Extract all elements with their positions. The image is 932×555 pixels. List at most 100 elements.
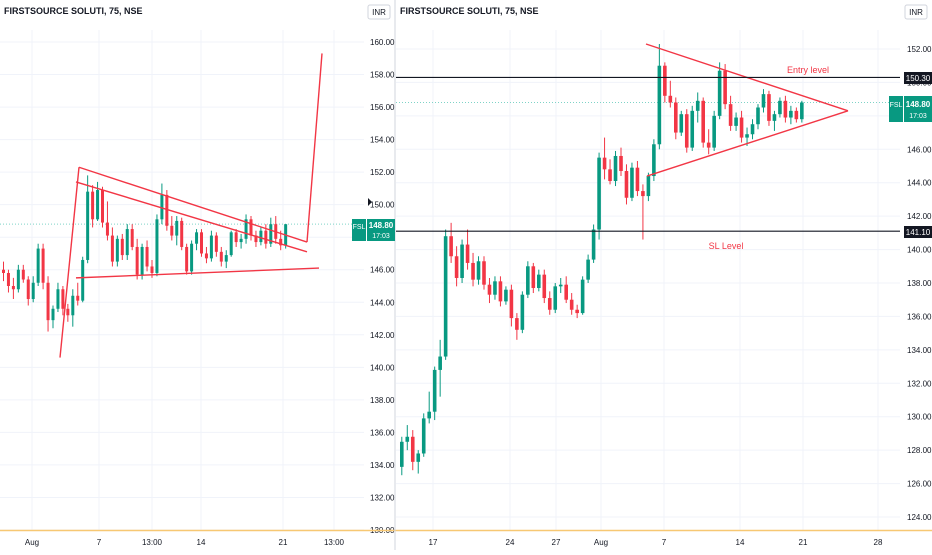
left-axis-marker-icon[interactable]	[368, 198, 372, 206]
left-currency-button[interactable]	[367, 4, 391, 20]
entry-level-annotation: Entry level	[787, 65, 829, 75]
candle-body	[674, 102, 678, 133]
candle-body	[249, 219, 253, 236]
candle-body	[244, 219, 248, 239]
candle-body	[115, 238, 119, 262]
candle-body	[717, 70, 722, 116]
right-symbol-label: FSL	[890, 102, 903, 109]
candle-body	[575, 309, 579, 314]
candle-body	[783, 100, 788, 118]
candle-body	[31, 282, 35, 300]
right-last-price: 148.80	[906, 100, 931, 109]
candle-body	[794, 110, 799, 120]
y-tick-label: 134.00	[907, 346, 932, 355]
x-tick-label: 13:00	[324, 538, 345, 547]
y-tick-label: 136.00	[907, 312, 932, 321]
candle-body	[71, 295, 75, 316]
candle-body	[547, 298, 552, 310]
candle-body	[460, 244, 464, 278]
y-tick-label: 158.00	[370, 71, 395, 80]
candle-body	[2, 269, 5, 273]
candle-body	[690, 110, 695, 148]
right-chart-title: FIRSTSOURCE SOLUTI, 75, NSE	[400, 6, 539, 16]
candle-body	[778, 100, 782, 115]
candle-body	[46, 282, 50, 321]
candle-body	[279, 238, 283, 246]
candle-body	[16, 269, 20, 290]
candle-body	[125, 229, 129, 256]
entry-level-price: 150.30	[906, 74, 931, 83]
y-tick-label: 152.00	[370, 168, 395, 177]
sl-level-badge	[904, 226, 932, 238]
candle-body	[239, 238, 243, 243]
candle-body	[734, 117, 738, 126]
y-tick-label: 138.00	[370, 396, 395, 405]
candle-body	[140, 246, 144, 275]
candle-body	[767, 94, 771, 121]
left-countdown: 17:03	[372, 233, 390, 240]
triangle-lower-line[interactable]	[646, 110, 849, 177]
candle-body	[657, 65, 662, 145]
candle-body	[487, 284, 492, 295]
x-tick-label: 14	[197, 538, 206, 547]
candle-body	[580, 279, 585, 314]
y-tick-label: 136.00	[370, 428, 395, 437]
left-chart-title: FIRSTSOURCE SOLUTI, 75, NSE	[4, 6, 143, 16]
entry-level-badge	[904, 72, 932, 84]
candle-body	[101, 190, 104, 223]
left-last-price: 148.80	[369, 221, 394, 230]
right-countdown: 17:03	[909, 113, 927, 120]
candle-body	[150, 266, 154, 273]
candle-body	[663, 65, 667, 96]
candle-body	[504, 289, 508, 302]
candle-body	[416, 453, 421, 462]
x-tick-label: Aug	[594, 538, 608, 547]
candle-body	[269, 224, 273, 244]
y-tick-label: 146.00	[907, 145, 932, 154]
pennant-lower-line[interactable]	[75, 267, 320, 279]
candle-body	[145, 246, 149, 267]
candle-body	[750, 124, 755, 135]
candle-body	[6, 272, 10, 286]
candle-body	[641, 191, 645, 197]
flagpole-line[interactable]	[59, 167, 80, 358]
candle-body	[410, 436, 415, 462]
candle-body	[739, 117, 744, 138]
x-tick-label: 21	[279, 538, 288, 547]
candle-body	[630, 167, 634, 198]
left-last-price-badge	[367, 219, 395, 241]
candle-body	[712, 115, 716, 148]
candle-body	[421, 418, 426, 454]
projection-line[interactable]	[306, 53, 323, 243]
right-candles	[400, 43, 804, 476]
candle-body	[679, 114, 684, 133]
candle-body	[254, 235, 258, 243]
candle-body	[564, 284, 568, 300]
candle-body	[526, 266, 530, 295]
candle-body	[635, 167, 640, 192]
pennant-inner-line[interactable]	[75, 181, 308, 253]
candle-body	[229, 232, 233, 256]
left-axis: 160.00 158.00 156.00 154.00 152.00 150.00 148.…	[0, 38, 396, 547]
candle-body	[427, 411, 431, 419]
candle-body	[81, 259, 85, 301]
candle-body	[531, 266, 536, 289]
right-currency-button[interactable]	[904, 4, 928, 20]
candle-body	[185, 246, 189, 272]
candle-body	[200, 232, 203, 254]
candle-body	[537, 274, 541, 289]
y-tick-label: 150.00	[370, 201, 395, 210]
y-tick-label: 144.00	[907, 179, 932, 188]
y-tick-label: 154.00	[370, 136, 395, 145]
y-tick-label: 128.00	[907, 446, 932, 455]
candle-body	[61, 289, 65, 309]
candle-body	[498, 281, 503, 302]
candle-body	[602, 157, 607, 170]
candle-body	[493, 281, 497, 295]
pennant-upper-line[interactable]	[78, 166, 308, 243]
candle-body	[130, 229, 134, 247]
y-tick-label: 138.00	[907, 279, 932, 288]
y-tick-label: 146.00	[370, 266, 395, 275]
x-tick-label: 13:00	[142, 538, 163, 547]
